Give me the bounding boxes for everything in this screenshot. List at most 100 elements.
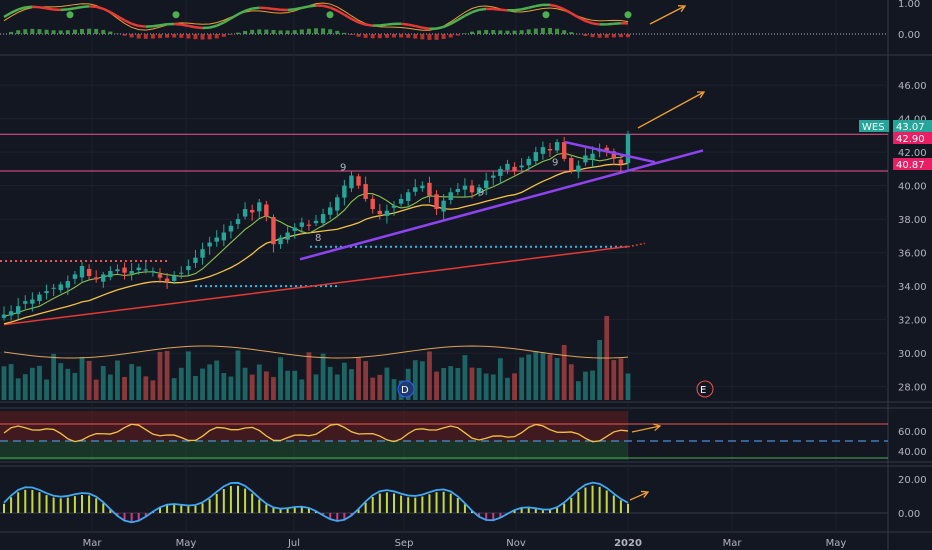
candle-body — [462, 185, 468, 190]
volume-bar — [86, 360, 92, 400]
candle-body — [455, 188, 461, 192]
candle-body — [171, 276, 177, 281]
candle-body — [561, 142, 567, 159]
volume-bar — [575, 381, 581, 400]
histogram-bar — [165, 34, 170, 38]
histogram-bar — [470, 31, 474, 34]
candle-body — [327, 207, 333, 215]
candle-body — [335, 197, 340, 211]
volume-bar — [419, 361, 425, 400]
candle-body — [15, 306, 21, 314]
histogram-bar — [611, 34, 616, 38]
volume-bar — [341, 362, 347, 400]
histogram-bar — [101, 29, 106, 34]
oscillator-line — [294, 6, 303, 11]
histogram-bar — [306, 28, 311, 34]
volume-bar — [228, 376, 234, 400]
histogram-bar — [477, 30, 482, 34]
histogram-bar — [80, 29, 84, 34]
candle-body — [150, 271, 156, 273]
oscillator-line — [17, 6, 26, 11]
oscillator-line — [521, 6, 530, 11]
histogram-bar — [498, 30, 503, 34]
candle-body — [370, 198, 375, 210]
histogram-bar — [299, 29, 304, 34]
histogram-bar — [186, 34, 191, 39]
candle-body — [320, 214, 326, 224]
volume-bar — [1, 366, 7, 400]
candle-body — [306, 224, 312, 226]
price-axis: 1.000.0046.0044.0042.0040.0038.0036.0034… — [859, 0, 932, 520]
candle-body — [207, 242, 212, 247]
oscillator-line — [109, 11, 119, 18]
candle-body — [136, 267, 141, 271]
histogram-bar — [526, 29, 531, 34]
oscillator-line — [577, 16, 587, 23]
level-low-badge — [893, 158, 932, 170]
volume-bar — [625, 373, 631, 400]
histogram-bar — [462, 33, 467, 34]
oscillator-line — [514, 8, 522, 12]
price-tick: 40.00 — [898, 182, 927, 193]
volume-bar — [263, 371, 269, 400]
oscillator-line — [464, 11, 473, 17]
oscillator-line — [436, 25, 444, 30]
candle-body — [583, 155, 588, 163]
level-high-badge — [893, 132, 932, 144]
oscillator-line — [450, 18, 459, 25]
candle-body — [349, 175, 354, 189]
sequence-count-label: 9 — [478, 188, 484, 199]
oscillator-line — [414, 24, 423, 29]
volume-bar — [143, 376, 149, 400]
candle-body — [278, 237, 283, 245]
moving-average-50 — [3, 162, 629, 325]
oscillator-line — [471, 8, 480, 14]
histogram-bar — [569, 32, 574, 34]
sequence-count-label: 9 — [552, 158, 558, 169]
volume-bar — [256, 364, 262, 400]
volume-bar — [72, 372, 78, 400]
volume-bar — [29, 367, 35, 400]
momentum-line — [3, 481, 629, 524]
candle-body — [214, 237, 219, 242]
candle-body — [65, 281, 71, 288]
histogram-bar — [94, 28, 99, 34]
cross-marker — [66, 11, 74, 19]
candle-body — [235, 219, 241, 224]
candle-body — [441, 200, 446, 212]
oscillator-line — [606, 22, 614, 26]
histogram-bar — [583, 34, 588, 36]
volume-bar — [107, 374, 113, 400]
candle-body — [476, 187, 482, 194]
histogram-bar — [264, 29, 269, 34]
projection-arrow — [637, 91, 705, 129]
histogram-bar — [590, 34, 595, 38]
histogram-bar — [136, 34, 141, 39]
moving-average-20 — [3, 152, 629, 317]
cross-marker — [624, 11, 632, 19]
price-tick: 42.00 — [898, 148, 927, 159]
histogram-bar — [533, 28, 538, 34]
volume-bar — [505, 377, 510, 400]
histogram-bar — [129, 34, 134, 38]
histogram-bar — [285, 30, 290, 34]
candle-body — [526, 158, 531, 166]
candle-body — [391, 205, 397, 208]
histogram-bar — [406, 34, 411, 38]
histogram-bar — [158, 34, 162, 39]
oscillator-line — [457, 14, 466, 21]
histogram-bar — [321, 28, 326, 34]
sequence-count-label: 9 — [340, 163, 346, 174]
oscillator-line — [478, 7, 487, 12]
volume-bar — [221, 373, 227, 400]
candle-body — [519, 165, 524, 168]
histogram-bar — [214, 34, 219, 39]
histogram-bar — [455, 34, 460, 36]
time-tick: Sep — [395, 538, 414, 549]
candle-body — [611, 151, 617, 159]
histogram-bar — [562, 30, 567, 34]
time-tick: 2020 — [614, 538, 642, 549]
volume-bar — [171, 378, 177, 400]
candle-body — [491, 175, 496, 178]
symbol-badge — [859, 120, 889, 132]
